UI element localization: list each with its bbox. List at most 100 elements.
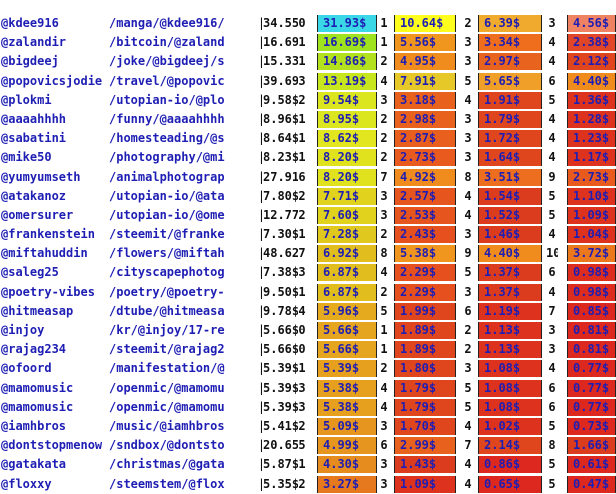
column-divider: |: [258, 188, 262, 203]
post-link[interactable]: /steemit/@franke: [109, 227, 225, 242]
post-link[interactable]: /openmic/@mamomu: [109, 380, 225, 395]
username[interactable]: @ofoord: [1, 361, 52, 376]
value-cell: 14.86$: [317, 53, 377, 71]
vote-count: 4: [548, 111, 556, 126]
username[interactable]: @poetry-vibes: [1, 284, 95, 299]
table-row: @saleg25/cityscapephotog | 7.38$ 3 6.87$ 4 2.2…: [0, 263, 616, 282]
column-divider: |: [258, 73, 262, 88]
username[interactable]: @bigdeej: [1, 54, 59, 69]
username[interactable]: @saleg25: [1, 265, 59, 280]
post-link[interactable]: /manga/@kdee916/: [109, 16, 225, 30]
username[interactable]: @omersurer: [1, 207, 74, 222]
post-link[interactable]: /utopian-io/@ome: [109, 207, 225, 222]
value-cell: 4.40$: [567, 72, 616, 90]
post-link[interactable]: /flowers/@miftah: [109, 246, 225, 261]
username[interactable]: @atakanoz: [1, 188, 67, 203]
username[interactable]: @aaaahhhh: [1, 111, 67, 126]
post-link[interactable]: /openmic/@mamomu: [109, 399, 225, 414]
vote-count: 6: [548, 399, 556, 414]
username[interactable]: @sabatini: [1, 131, 67, 146]
post-link[interactable]: /dtube/@hitmeasa: [109, 303, 225, 318]
value-cell: 1.37$: [478, 283, 542, 301]
post-link[interactable]: /sndbox/@dontsto: [109, 438, 225, 453]
table-row: @floxxy/steemstem/@flox | 5.35$ 2 3.27$ 3 1.09…: [0, 475, 616, 494]
username[interactable]: @dontstopmenow: [1, 438, 103, 453]
post-link[interactable]: /funny/@aaaahhhh: [109, 111, 225, 126]
username[interactable]: @gatakata: [1, 457, 67, 472]
post-link[interactable]: /kr/@injoy/17-re: [109, 323, 225, 337]
post-link[interactable]: /poetry/@poetry-: [109, 284, 225, 299]
username[interactable]: @rajag234: [1, 342, 67, 357]
table-row: @dontstopmenow/sndbox/@dontsto |20.65$5 4.…: [0, 436, 616, 455]
column-divider: |: [258, 361, 262, 376]
vote-count: 4: [548, 361, 556, 376]
column-divider: |: [258, 207, 262, 222]
value-cell: 3.27$: [317, 475, 377, 493]
table-row: @hitmeasap/dtube/@hitmeasa | 9.78$ 4 5.96$ 5 1…: [0, 302, 616, 321]
username[interactable]: @mamomusic: [1, 380, 74, 395]
username[interactable]: @kdee916: [1, 16, 59, 30]
table-row: @omersurer/utopian-io/@ome |12.77$2 7.60$3…: [0, 206, 616, 225]
vote-count: 6: [380, 438, 388, 453]
post-link[interactable]: /manifestation/@: [109, 361, 225, 376]
value-cell: 1.09$: [567, 206, 616, 224]
value-cell: 6.87$: [317, 283, 377, 301]
vote-count: 1: [298, 284, 306, 299]
vote-count: 2: [298, 92, 306, 107]
total-payout: 39.69$: [263, 73, 298, 88]
vote-count: 3: [548, 323, 556, 337]
post-link[interactable]: /travel/@popovic: [109, 73, 225, 88]
value-cell: 0.77$: [567, 360, 616, 378]
username[interactable]: @yumyumseth: [1, 169, 81, 184]
value-cell: 1.08$: [478, 398, 542, 416]
username[interactable]: @hitmeasap: [1, 303, 74, 318]
post-link[interactable]: /joke/@bigdeej/s: [109, 54, 225, 69]
username[interactable]: @popovicsjodie: [1, 73, 103, 88]
value-cell: 31.93$: [317, 15, 377, 32]
post-link[interactable]: /utopian-io/@ata: [109, 188, 225, 203]
username[interactable]: @plokmi: [1, 92, 52, 107]
username[interactable]: @injoy: [1, 323, 45, 337]
vote-count: 5: [380, 303, 388, 318]
username[interactable]: @iamhbros: [1, 418, 67, 433]
post-link[interactable]: /animalphotograp: [109, 169, 225, 184]
value-cell: 0.98$: [567, 264, 616, 282]
post-link[interactable]: /steemstem/@flox: [109, 476, 225, 491]
vote-count: 5: [548, 207, 556, 222]
post-link[interactable]: /steemit/@rajag2: [109, 342, 225, 357]
value-cell: 5.38$: [394, 245, 456, 263]
vote-count: 6: [298, 169, 306, 184]
post-link[interactable]: /bitcoin/@zaland: [109, 35, 225, 50]
value-cell: 2.97$: [478, 53, 542, 71]
column-divider: |: [258, 246, 262, 261]
post-link[interactable]: /cityscapephotog: [109, 265, 225, 280]
vote-count: 2: [380, 131, 388, 146]
username[interactable]: @frankenstein: [1, 227, 95, 242]
column-divider: |: [258, 457, 262, 472]
vote-count: 3: [298, 399, 306, 414]
post-link[interactable]: /utopian-io/@plo: [109, 92, 225, 107]
total-payout: 9.58$: [263, 92, 298, 107]
value-cell: 9.54$: [317, 91, 377, 109]
username[interactable]: @mike50: [1, 150, 52, 165]
username[interactable]: @floxxy: [1, 476, 52, 491]
value-cell: 0.61$: [567, 456, 616, 474]
value-cell: 4.95$: [394, 53, 456, 71]
post-link[interactable]: /homesteading/@s: [109, 131, 225, 146]
username[interactable]: @zalandir: [1, 35, 67, 50]
table-row: @plokmi/utopian-io/@plo | 9.58$ 2 9.54$ 3 3.18…: [0, 91, 616, 110]
table-row: @gatakata/christmas/@gata | 5.87$ 1 4.30$ 3 1.…: [0, 455, 616, 474]
vote-count: 5: [548, 476, 556, 491]
table-row: @yumyumseth/animalphotograp |27.91$6 8.20$…: [0, 168, 616, 187]
vote-count: 6: [548, 73, 556, 88]
post-link[interactable]: /photography/@mi: [109, 150, 225, 165]
username[interactable]: @mamomusic: [1, 399, 74, 414]
vote-count: 1: [380, 342, 388, 357]
vote-count: 4: [380, 380, 388, 395]
vote-count: 6: [548, 380, 556, 395]
vote-count: 7: [380, 169, 388, 184]
post-link[interactable]: /music/@iamhbros: [109, 418, 225, 433]
username[interactable]: @miftahuddin: [1, 246, 88, 261]
vote-count: 2: [380, 150, 388, 165]
post-link[interactable]: /christmas/@gata: [109, 457, 225, 472]
